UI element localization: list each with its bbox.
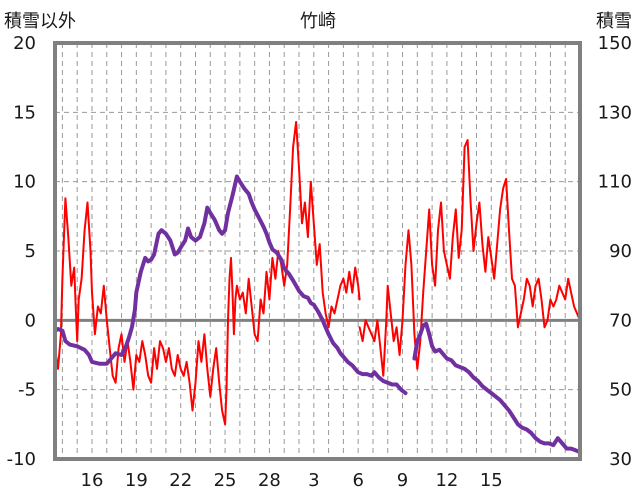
x-tick-label: 12	[435, 470, 458, 491]
x-tick-label: 15	[480, 470, 503, 491]
x-tick-label: 25	[214, 470, 237, 491]
right-tick-label: 50	[609, 380, 632, 401]
left-axis-ticks: 20 15 10 5 0 -5 -10	[7, 33, 36, 470]
left-tick-label: 5	[25, 241, 36, 262]
x-tick-label: 19	[125, 470, 148, 491]
left-tick-label: 0	[25, 310, 36, 331]
left-tick-label: -10	[7, 449, 36, 470]
left-tick-label: 10	[13, 172, 36, 193]
x-tick-label: 22	[169, 470, 192, 491]
left-tick-label: 20	[13, 33, 36, 54]
chart-title: 竹崎	[300, 11, 336, 32]
right-tick-label: 150	[598, 33, 632, 54]
right-tick-label: 110	[598, 172, 632, 193]
x-axis-ticks: 16 19 22 25 28 3 6 9 12 15	[81, 470, 503, 491]
right-axis-ticks: 150 130 110 90 70 50 30	[598, 33, 632, 470]
right-tick-label: 30	[609, 449, 632, 470]
series-line-snow	[53, 174, 408, 396]
x-tick-label: 9	[397, 470, 408, 491]
right-tick-label: 130	[598, 102, 632, 123]
series-line-other	[358, 139, 581, 377]
series-layer	[53, 121, 582, 455]
x-tick-label: 16	[81, 470, 104, 491]
x-tick-label: 28	[258, 470, 281, 491]
series-line-other	[54, 121, 361, 426]
right-tick-label: 70	[609, 310, 632, 331]
x-tick-label: 6	[352, 470, 363, 491]
plot-frame	[53, 41, 582, 461]
left-axis-label: 積雪以外	[4, 11, 76, 32]
series-line-snow	[412, 321, 582, 455]
right-tick-label: 90	[609, 241, 632, 262]
right-axis-label: 積雪	[596, 11, 632, 32]
x-tick-label: 3	[308, 470, 319, 491]
left-tick-label: 15	[13, 102, 36, 123]
left-tick-label: -5	[18, 380, 36, 401]
